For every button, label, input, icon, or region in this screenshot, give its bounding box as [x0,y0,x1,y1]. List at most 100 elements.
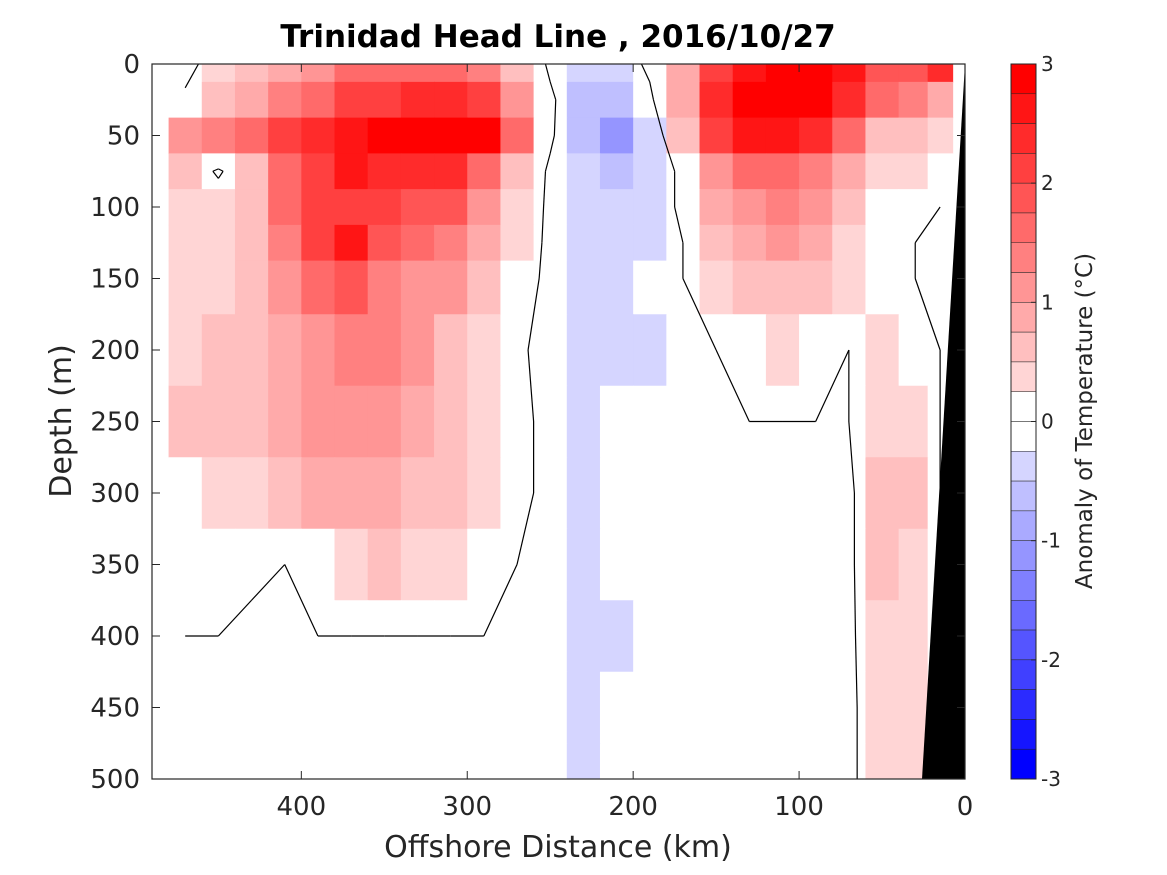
x-tick-label: 300 [442,792,492,822]
colorbar-swatch [1010,331,1037,363]
heatmap-cell [865,457,900,530]
heatmap-cell [268,81,302,119]
heatmap-cell [334,81,369,119]
plot-area [151,63,966,780]
heatmap-cell [467,457,502,530]
heatmap-cell [865,224,900,262]
heatmap-cell [566,743,601,779]
heatmap-cell [699,153,734,190]
heatmap-cell [732,189,767,226]
contour-segment [284,564,319,637]
heatmap-cell [832,117,867,154]
heatmap-cell [732,153,767,190]
colorbar-title: Anomaly of Temperature (°C) [1072,253,1098,589]
heatmap-cell [533,600,568,673]
heatmap-cell [467,64,502,83]
heatmap-cell [699,81,734,119]
contour-segment [212,168,219,172]
heatmap-cell [799,600,833,673]
heatmap-cell [367,671,402,744]
colorbar-swatch [1010,123,1037,154]
contour-segment [848,421,855,494]
colorbar-swatch [1010,689,1037,720]
heatmap-cell [566,528,601,601]
heatmap-cell [799,671,833,744]
heatmap-cell [201,314,236,387]
y-axis-title: Depth (m) [44,344,79,498]
heatmap-cell [732,81,767,119]
heatmap-cell [633,600,667,673]
heatmap-cell [533,385,568,458]
heatmap-cell [434,260,468,315]
heatmap-cell [832,64,867,83]
heatmap-cell [234,117,269,154]
heatmap-cell [234,743,269,779]
heatmap-cell [301,153,336,190]
heatmap-cell [500,385,535,458]
heatmap-cell [898,260,929,315]
heatmap-cell [732,600,767,673]
heatmap-cell [732,528,767,601]
heatmap-cell [201,743,236,779]
contour-segment [553,99,557,136]
heatmap-cell [467,153,502,190]
heatmap-cell [533,81,568,119]
heatmap-cell [765,64,800,83]
heatmap-cell [434,314,468,387]
heatmap-cell [927,153,954,190]
heatmap-cell [467,743,502,779]
heatmap-cell [301,117,336,154]
heatmap-cell [732,314,767,387]
heatmap-cell [732,671,767,744]
heatmap-cell [234,600,269,673]
contour-segment [854,635,858,708]
heatmap-cell [367,528,402,601]
heatmap-cell [666,528,701,601]
contour-segment [516,492,535,565]
heatmap-cell [367,743,402,779]
heatmap-cell [799,153,833,190]
heatmap-cell [400,314,435,387]
heatmap-cell [201,117,236,154]
heatmap-cell [201,260,236,315]
heatmap-cell [732,743,767,779]
heatmap-cell [168,385,203,458]
heatmap-cell [927,64,954,83]
heatmap-cell [234,385,269,458]
heatmap-cell [400,528,435,601]
heatmap-cell [268,457,302,530]
y-tick-label: 450 [90,694,140,724]
heatmap-cell [434,528,468,601]
y-tick-label: 400 [90,622,140,652]
heatmap-cell [500,224,535,262]
heatmap-cell [832,743,867,779]
heatmap-cell [666,189,701,226]
heatmap-cell [533,117,568,154]
heatmap-cell [732,457,767,530]
heatmap-cell [666,671,701,744]
heatmap-cell [334,153,369,190]
heatmap-cell [765,743,800,779]
heatmap-cell [699,224,734,262]
contour-segment [527,349,535,422]
heatmap-cell [168,457,203,530]
heatmap-cell [334,314,369,387]
heatmap-cell [898,457,929,530]
heatmap-cell [566,153,601,190]
heatmap-cell [633,528,667,601]
heatmap-cell [865,671,900,744]
y-tick-label: 150 [90,265,140,295]
heatmap-cell [865,600,900,673]
heatmap-cell [301,671,336,744]
heatmap-cell [599,189,634,226]
x-axis-ticks: 400 300 200 100 0 [277,64,974,822]
contour-segment [527,278,540,351]
heatmap-cell [633,260,667,315]
colorbar-swatch [1010,719,1037,750]
colorbar-tick-label: 3 [1041,52,1054,76]
heatmap-cell [301,457,336,530]
contour-segment [542,171,547,208]
x-axis-title: Offshore Distance (km) [384,830,732,865]
heatmap-cell [799,314,833,387]
x-tick-label: 0 [957,792,974,822]
